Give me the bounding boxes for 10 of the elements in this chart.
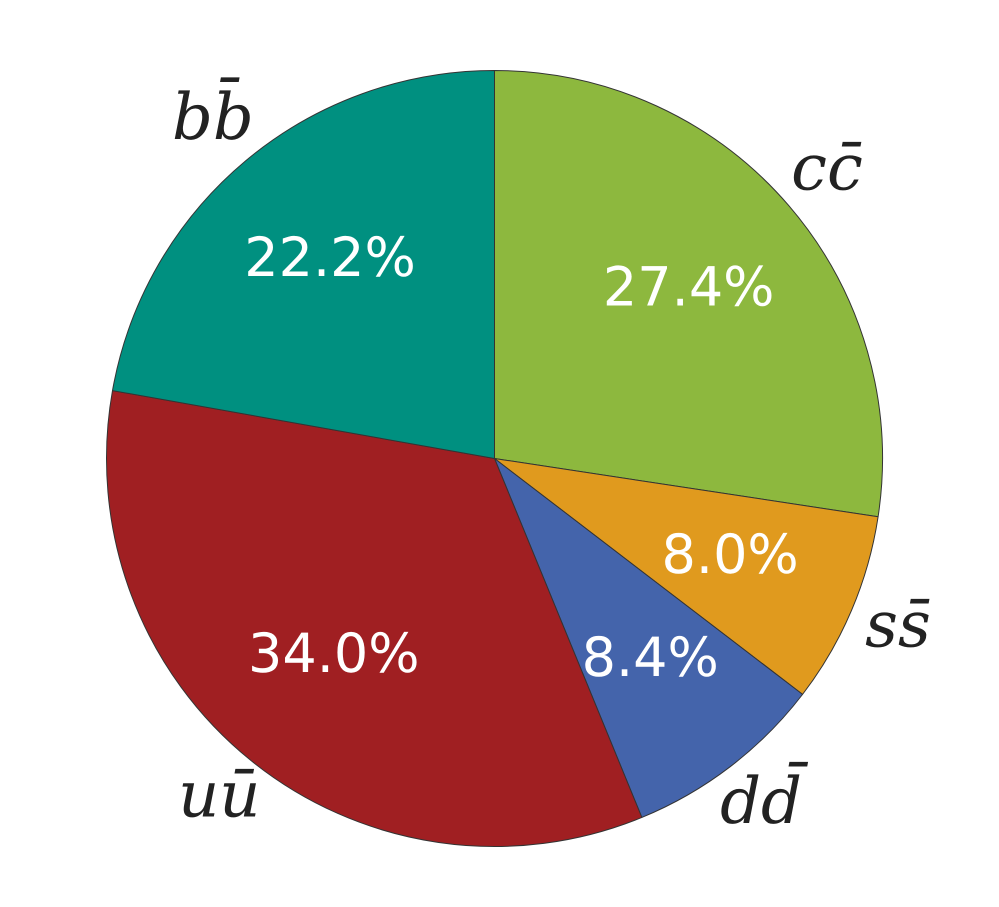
data-label: 8.4% xyxy=(582,626,719,689)
slice-label: ss̄ xyxy=(865,588,931,663)
slice-label: cc̄ xyxy=(791,131,863,206)
data-label: 34.0% xyxy=(248,622,420,685)
data-label: 22.2% xyxy=(244,226,416,290)
slice-label: uū xyxy=(178,758,261,832)
slice-label: bb̄ xyxy=(172,77,254,156)
data-label: 27.4% xyxy=(602,256,774,319)
data-label: 8.0% xyxy=(662,522,799,586)
slice-label: dd̄ xyxy=(720,761,809,840)
